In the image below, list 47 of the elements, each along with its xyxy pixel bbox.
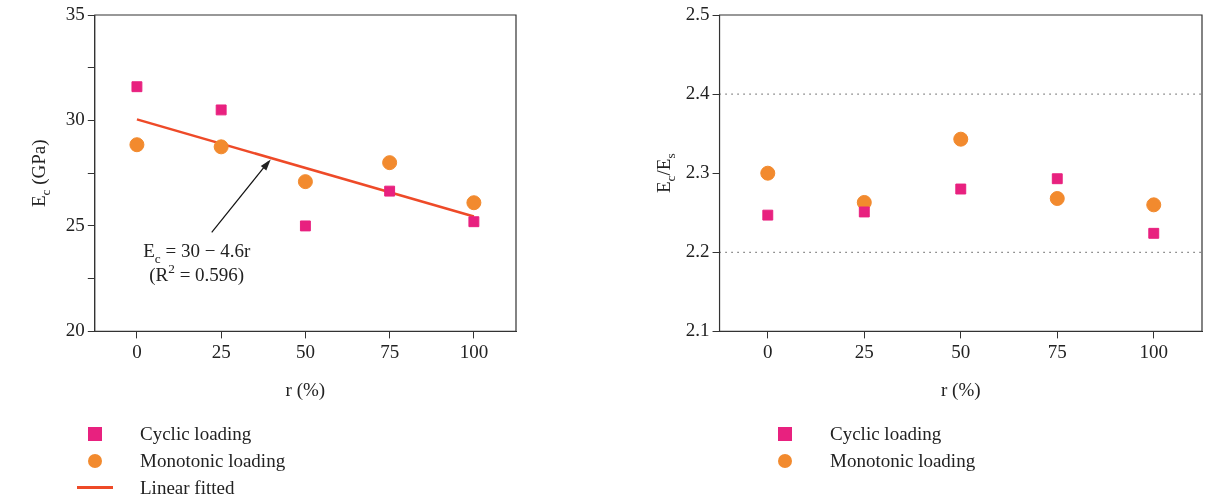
x-tick-label: 25 xyxy=(854,340,874,362)
y-tick-label: 30 xyxy=(65,108,85,130)
legend-label: Monotonic loading xyxy=(830,449,976,472)
point xyxy=(468,216,480,228)
x-tick-label: 25 xyxy=(211,340,231,362)
point xyxy=(466,195,482,211)
x-tick-label: 100 xyxy=(1139,340,1169,362)
point xyxy=(131,81,143,93)
y-tick-label: 2.4 xyxy=(685,82,711,104)
point xyxy=(953,131,969,147)
x-tick-label: 50 xyxy=(295,340,315,362)
point xyxy=(858,206,870,218)
x-axis-title: r (%) xyxy=(285,379,326,402)
y-tick-label: 2.1 xyxy=(685,319,710,341)
x-tick-label: 0 xyxy=(132,340,142,362)
legend-label: Cyclic loading xyxy=(830,422,942,445)
legend-label: Linear fitted xyxy=(140,476,235,499)
point xyxy=(213,139,229,155)
point xyxy=(215,104,227,116)
point xyxy=(129,137,145,153)
point xyxy=(384,185,396,197)
y-tick-label: 35 xyxy=(65,2,85,24)
x-tick-label: 50 xyxy=(951,340,971,362)
y-tick-label: 2.2 xyxy=(685,240,710,262)
point xyxy=(299,220,311,232)
point xyxy=(1148,227,1160,239)
point xyxy=(762,209,774,221)
x-tick-label: 75 xyxy=(1047,340,1067,362)
point xyxy=(1049,191,1065,207)
legend-label: Monotonic loading xyxy=(140,449,286,472)
point xyxy=(760,165,776,181)
y-tick-label: 25 xyxy=(65,213,85,235)
x-tick-label: 0 xyxy=(763,340,773,362)
y-axis-title: Ec (GPa) xyxy=(27,139,53,208)
legend-label: Cyclic loading xyxy=(140,422,252,445)
point xyxy=(382,155,398,171)
y-tick-label: 2.5 xyxy=(685,2,710,24)
x-tick-label: 100 xyxy=(459,340,489,362)
x-tick-label: 75 xyxy=(380,340,400,362)
point xyxy=(1051,173,1063,185)
y-axis-title: Ec/Es xyxy=(652,153,678,193)
y-tick-label: 2.3 xyxy=(685,161,710,183)
point xyxy=(297,174,313,190)
y-tick-label: 20 xyxy=(65,319,85,341)
point xyxy=(1146,197,1162,213)
point xyxy=(955,183,967,195)
x-axis-title: r (%) xyxy=(941,379,981,402)
